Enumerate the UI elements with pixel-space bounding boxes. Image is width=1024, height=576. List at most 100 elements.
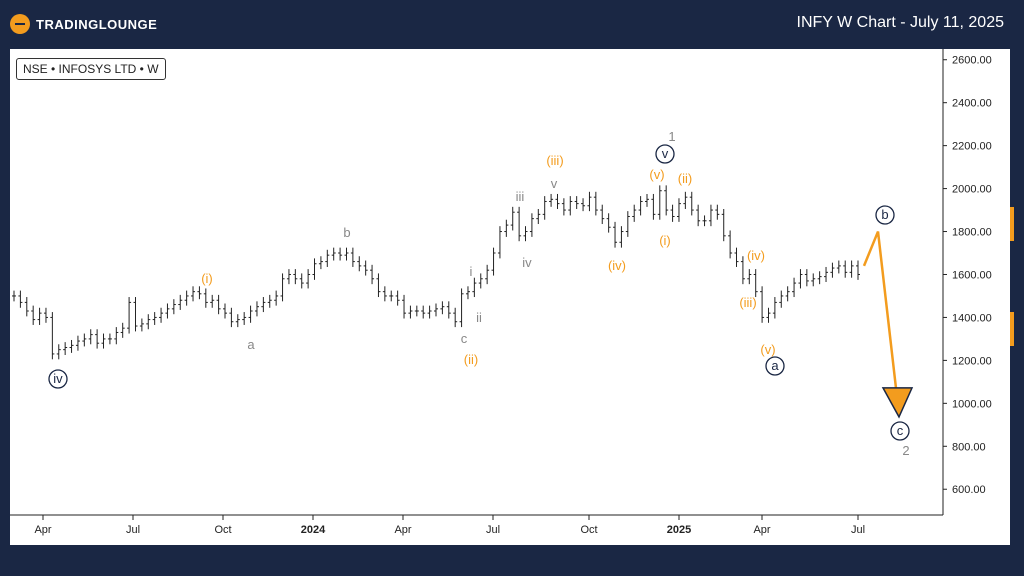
ohlc-bar xyxy=(139,318,144,332)
circled-wave-label: v xyxy=(655,144,675,164)
y-tick-label: 2000.00 xyxy=(952,184,992,196)
circled-wave-label: b xyxy=(875,205,895,225)
y-tick-label: 1400.00 xyxy=(952,312,992,324)
ohlc-bar xyxy=(286,269,291,285)
ohlc-bar xyxy=(171,299,176,315)
label-circle xyxy=(765,356,785,376)
chart-title: INFY W Chart - July 11, 2025 xyxy=(796,14,1004,31)
ohlc-bar xyxy=(453,307,458,328)
ohlc-bar xyxy=(504,219,509,237)
label-text: c xyxy=(897,423,904,438)
ohlc-bar xyxy=(529,213,534,237)
ohlc-bar xyxy=(299,273,304,289)
ohlc-bar xyxy=(95,329,100,349)
ohlc-bar xyxy=(542,196,547,220)
wave-label: 1 xyxy=(668,129,675,144)
ohlc-bar xyxy=(657,185,662,220)
ohlc-bar xyxy=(676,198,681,222)
ohlc-bar xyxy=(689,191,694,216)
ohlc-bar xyxy=(459,288,464,328)
ohlc-bar xyxy=(593,191,598,216)
ohlc-bar xyxy=(43,307,48,323)
ohlc-bar xyxy=(50,312,55,360)
ohlc-bar xyxy=(75,335,80,351)
ohlc-bar xyxy=(625,211,630,237)
wave-labels: ivvabc(i)abc(ii)iiiiiiivv(iii)(iv)(v)1(i… xyxy=(48,129,910,458)
y-tick-label: 1000.00 xyxy=(952,398,992,410)
ohlc-bar xyxy=(728,230,733,259)
wave-label: (ii) xyxy=(464,352,478,367)
ohlc-bar xyxy=(581,198,586,212)
wave-label: (v) xyxy=(760,342,775,357)
ohlc-bar xyxy=(587,191,592,212)
label-circle xyxy=(890,421,910,441)
ohlc-bar xyxy=(63,342,68,356)
ohlc-bar xyxy=(56,344,61,360)
ohlc-bar xyxy=(497,226,502,259)
label-text: v xyxy=(662,146,669,161)
ohlc-bar xyxy=(312,258,317,280)
ohlc-bar xyxy=(318,256,323,270)
ohlc-bar xyxy=(798,269,803,289)
ohlc-bar xyxy=(747,269,752,285)
y-tick-label: 2400.00 xyxy=(952,98,992,110)
ohlc-bar xyxy=(421,305,426,319)
ohlc-bar xyxy=(120,322,125,338)
ohlc-bar xyxy=(197,286,202,300)
y-tick-label: 1600.00 xyxy=(952,269,992,281)
ohlc-bar xyxy=(350,247,355,267)
ohlc-bar xyxy=(792,277,797,298)
ohlc-bar xyxy=(69,339,74,353)
ohlc-bar xyxy=(414,305,419,317)
ohlc-bar xyxy=(670,204,675,222)
ohlc-bar xyxy=(632,204,637,222)
ohlc-bar xyxy=(753,269,758,298)
ohlc-bar xyxy=(664,185,669,216)
ohlc-bar xyxy=(472,277,477,298)
x-tick-label: Jul xyxy=(851,524,865,536)
ohlc-bar xyxy=(613,221,618,248)
x-tick-label: Jul xyxy=(486,524,500,536)
ohlc-bar xyxy=(536,208,541,225)
ohlc-bar xyxy=(510,206,515,231)
ohlc-bar xyxy=(37,307,42,325)
wave-label: b xyxy=(343,225,350,240)
ohlc-bar xyxy=(549,193,554,207)
ohlc-bar xyxy=(248,305,253,323)
ohlc-bar xyxy=(363,260,368,276)
ohlc-bar xyxy=(101,333,106,349)
ohlc-bar xyxy=(824,266,829,282)
wave-label: (i) xyxy=(659,233,671,248)
wave-label: i xyxy=(470,264,473,279)
ohlc-bar xyxy=(146,314,151,330)
x-tick-label: Apr xyxy=(753,524,770,536)
ohlc-bar xyxy=(12,290,16,302)
ohlc-bar xyxy=(836,260,841,274)
ohlc-bar xyxy=(254,301,259,317)
y-tick-label: 1800.00 xyxy=(952,227,992,239)
ohlc-bar xyxy=(331,247,336,261)
ohlc-bar xyxy=(389,290,394,302)
circled-wave-label: iv xyxy=(48,369,68,389)
ohlc-bar xyxy=(31,305,36,325)
x-tick-label: Apr xyxy=(394,524,411,536)
x-tick-label: 2025 xyxy=(667,524,691,536)
ohlc-bar xyxy=(491,247,496,276)
ohlc-bar xyxy=(779,290,784,308)
ohlc-bar xyxy=(395,290,400,306)
y-tick-label: 2600.00 xyxy=(952,55,992,67)
ohlc-bar xyxy=(344,247,349,261)
wave-label: (iv) xyxy=(608,258,626,273)
ohlc-bar xyxy=(165,303,170,319)
x-tick-label: 2024 xyxy=(301,524,326,536)
ohlc-bar xyxy=(267,294,272,308)
ohlc-bar xyxy=(370,264,375,285)
ohlc-bar xyxy=(568,196,573,216)
ohlc-bar xyxy=(210,294,215,308)
ohlc-bar xyxy=(715,204,720,220)
ohlc-bar xyxy=(216,294,221,315)
wave-label: iv xyxy=(522,255,532,270)
ohlc-bar xyxy=(856,260,860,280)
